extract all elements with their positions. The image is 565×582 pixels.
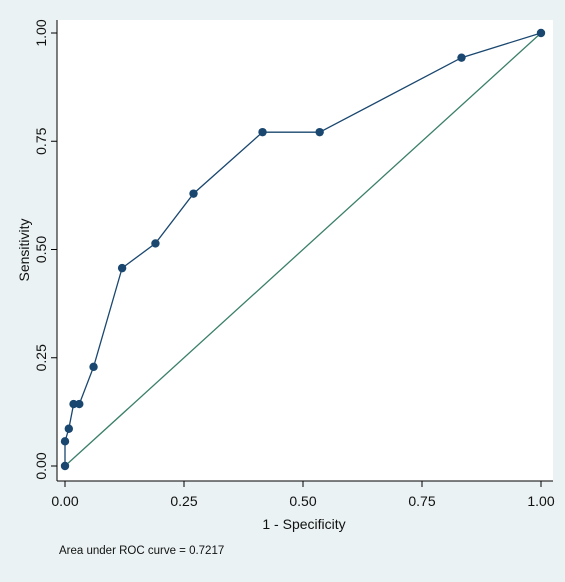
roc-point xyxy=(457,53,466,62)
x-tick-label: 0.00 xyxy=(51,493,78,509)
y-tick-label: 0.00 xyxy=(33,452,49,479)
roc-point xyxy=(151,239,160,248)
x-tick-label: 0.75 xyxy=(408,493,435,509)
roc-point xyxy=(60,437,70,446)
roc-point xyxy=(64,424,74,433)
y-tick-label: 1.00 xyxy=(33,19,49,46)
x-axis-title: 1 - Specificity xyxy=(262,516,345,532)
roc-point xyxy=(75,399,84,409)
roc-point xyxy=(315,127,324,137)
x-tick-label: 0.50 xyxy=(289,493,316,509)
axes-layer xyxy=(56,20,553,482)
roc-point xyxy=(189,189,198,198)
y-tick-label: 0.75 xyxy=(33,127,49,154)
y-axis-title: Sensitivity xyxy=(16,218,32,281)
auc-note: Area under ROC curve = 0.7217 xyxy=(59,545,224,557)
x-tick-label: 1.00 xyxy=(527,493,554,509)
roc-point xyxy=(60,461,70,471)
roc-curve-layer xyxy=(60,28,546,471)
y-tick-label: 0.25 xyxy=(33,344,49,371)
tick-layer: 0.00 0.25 0.50 0.75 1.00 0.00 0.25 0.50 0.75 1.00 xyxy=(33,19,555,509)
roc-point xyxy=(117,263,127,273)
x-tick-label: 0.25 xyxy=(170,493,197,509)
roc-point xyxy=(258,127,267,137)
roc-point xyxy=(89,362,98,372)
reference-line xyxy=(64,32,542,467)
y-tick-label: 0.50 xyxy=(33,236,49,263)
reference-line-layer xyxy=(64,32,542,467)
roc-point xyxy=(536,28,546,38)
